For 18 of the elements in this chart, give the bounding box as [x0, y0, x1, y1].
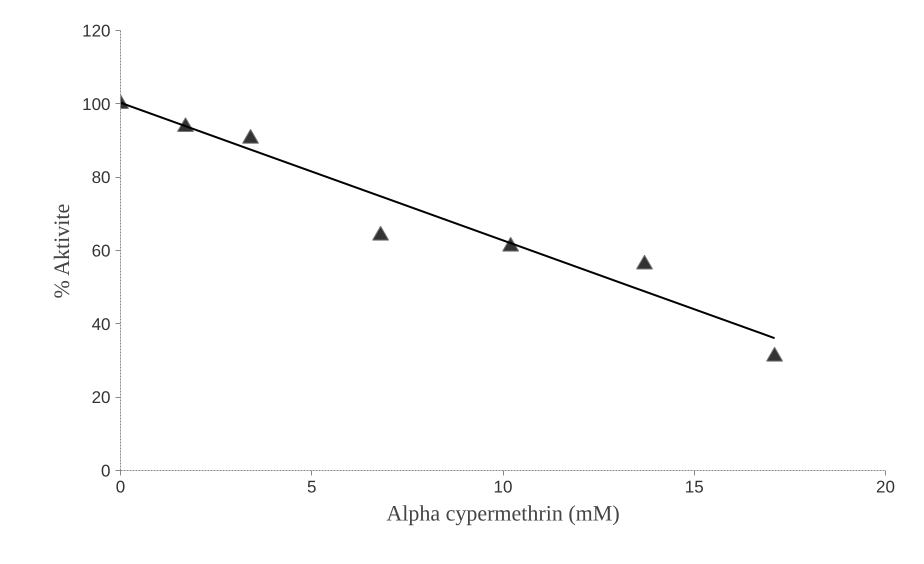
y-tick-label: 100 — [82, 94, 111, 114]
y-tick-label: 60 — [92, 242, 111, 260]
y-tick-label: 0 — [101, 462, 111, 480]
x-tick-label: 0 — [116, 478, 126, 496]
y-tick-label: 40 — [92, 314, 111, 334]
point — [636, 254, 654, 270]
x-tick-label: 20 — [876, 478, 895, 496]
x-tick-label: 10 — [494, 478, 512, 496]
point — [242, 128, 260, 144]
y-tick-label: 80 — [92, 168, 111, 188]
point — [766, 346, 784, 362]
y-tick-label: 20 — [92, 388, 111, 408]
x-tick-label: 15 — [684, 478, 704, 496]
y-axis-title: % Aktivite — [49, 204, 74, 298]
x-axis-title: Alpha cypermethrin (mM) — [386, 500, 620, 526]
x-tick-label: 5 — [307, 478, 316, 496]
point — [372, 226, 390, 241]
y-tick-label: 120 — [82, 22, 111, 40]
